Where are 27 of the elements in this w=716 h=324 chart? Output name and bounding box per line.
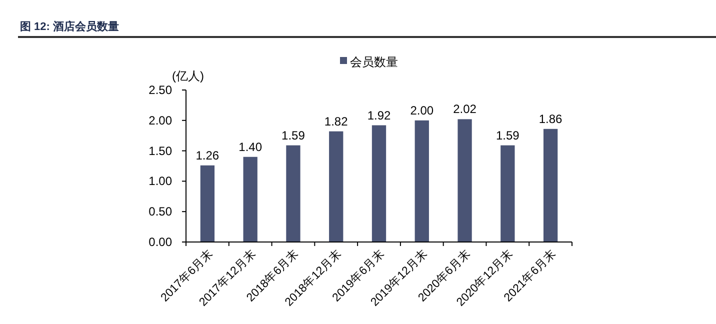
bar — [543, 128, 558, 242]
data-label: 2.02 — [453, 102, 477, 116]
bar — [500, 145, 515, 242]
data-label: 1.86 — [538, 112, 563, 126]
data-label: 1.40 — [238, 140, 262, 154]
y-tick-label: 0.00 — [148, 235, 172, 249]
data-label: 1.59 — [282, 128, 306, 142]
data-label: 2.00 — [410, 103, 434, 118]
data-label: 1.59 — [496, 128, 520, 142]
y-tick-label: 2.50 — [148, 83, 172, 97]
y-tick-label: 2.00 — [148, 113, 172, 128]
y-tick-label: 0.50 — [148, 204, 172, 219]
data-label: 1.26 — [196, 148, 220, 162]
y-tick-label: 1.50 — [148, 144, 172, 158]
bar — [286, 145, 300, 242]
data-label: 1.82 — [324, 114, 348, 128]
data-label: 1.92 — [367, 108, 391, 122]
bar — [414, 120, 429, 242]
bar — [200, 165, 215, 242]
text: 图 12: 酒店会员数量 — [20, 20, 120, 33]
y-axis-title: (亿人) — [172, 69, 204, 83]
bar — [329, 131, 344, 242]
bar — [458, 119, 472, 242]
bar — [243, 156, 258, 242]
y-tick-label: 1.00 — [148, 174, 172, 188]
bar — [372, 125, 386, 242]
legend-label: 会员数量 — [350, 55, 398, 69]
